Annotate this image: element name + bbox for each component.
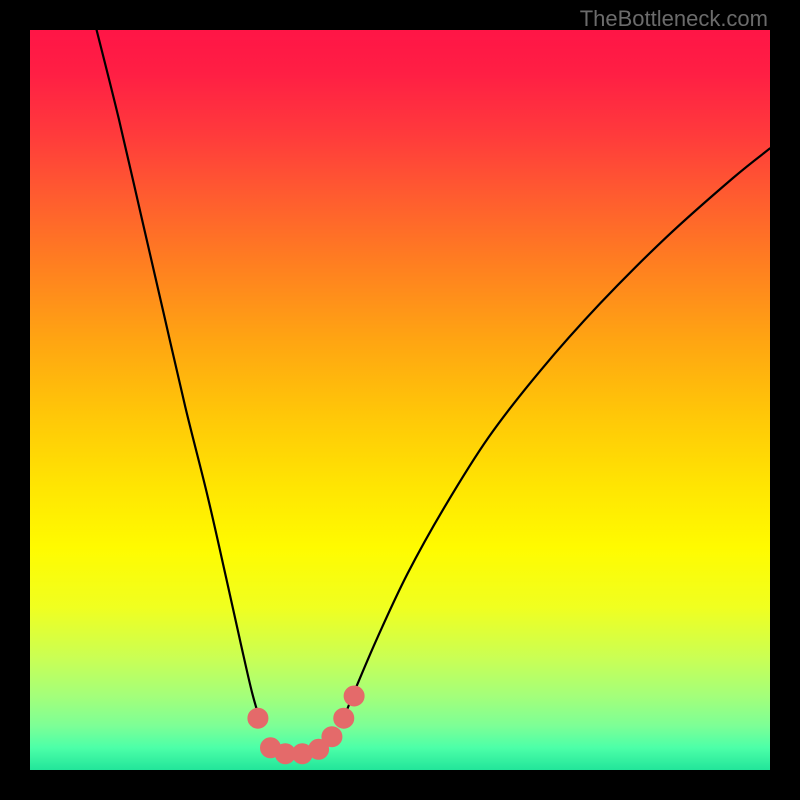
marker-point: [322, 727, 342, 747]
watermark-text: TheBottleneck.com: [580, 6, 768, 32]
marker-group: [248, 686, 364, 764]
marker-point: [344, 686, 364, 706]
marker-point: [248, 708, 268, 728]
chart-svg: [30, 30, 770, 770]
marker-point: [334, 708, 354, 728]
bottleneck-curve-left: [97, 30, 262, 726]
bottleneck-curve-right: [341, 148, 770, 725]
chart-plot-area: [30, 30, 770, 770]
